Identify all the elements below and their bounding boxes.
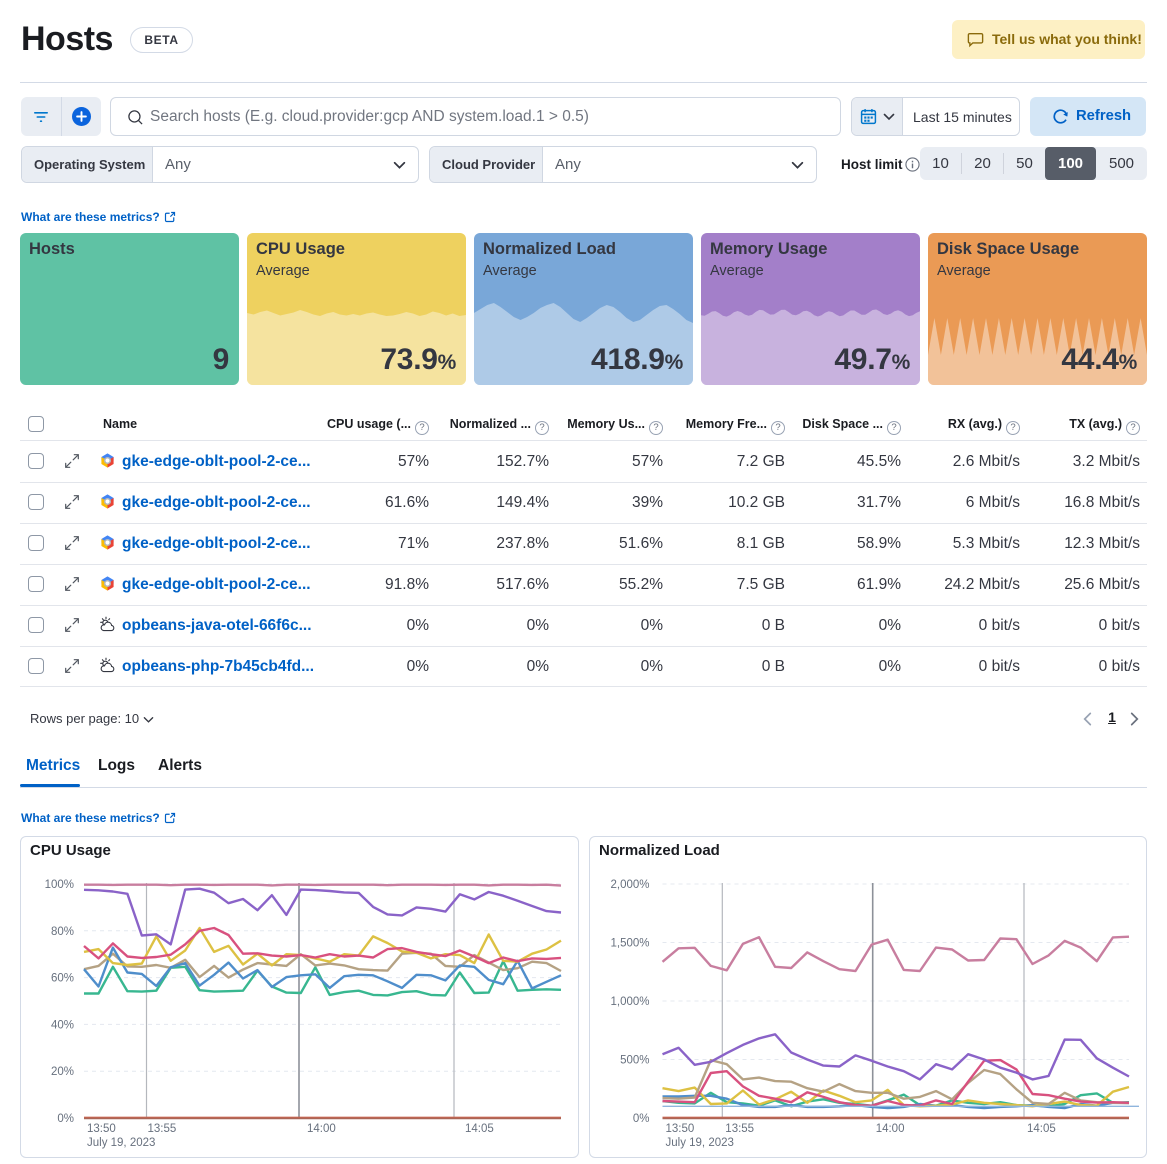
svg-text:20%: 20% [51,1066,74,1078]
svg-text:0%: 0% [57,1113,74,1125]
svg-text:13:50: 13:50 [87,1123,116,1135]
svg-text:13:50: 13:50 [666,1123,695,1135]
svg-text:1,500%: 1,500% [610,938,649,950]
svg-text:13:55: 13:55 [725,1123,754,1135]
svg-text:July 19, 2023: July 19, 2023 [666,1137,734,1149]
svg-text:40%: 40% [51,1019,74,1031]
svg-text:July 19, 2023: July 19, 2023 [87,1137,155,1149]
svg-text:14:00: 14:00 [307,1123,336,1135]
svg-text:60%: 60% [51,973,74,985]
svg-text:1,000%: 1,000% [610,996,649,1008]
svg-text:14:00: 14:00 [876,1123,905,1135]
svg-text:500%: 500% [620,1055,649,1067]
svg-text:13:55: 13:55 [148,1123,177,1135]
svg-text:14:05: 14:05 [1027,1123,1056,1135]
svg-text:14:05: 14:05 [465,1123,494,1135]
svg-text:2,000%: 2,000% [610,879,649,891]
svg-text:80%: 80% [51,926,74,938]
svg-text:0%: 0% [633,1113,650,1125]
svg-text:100%: 100% [45,879,74,891]
